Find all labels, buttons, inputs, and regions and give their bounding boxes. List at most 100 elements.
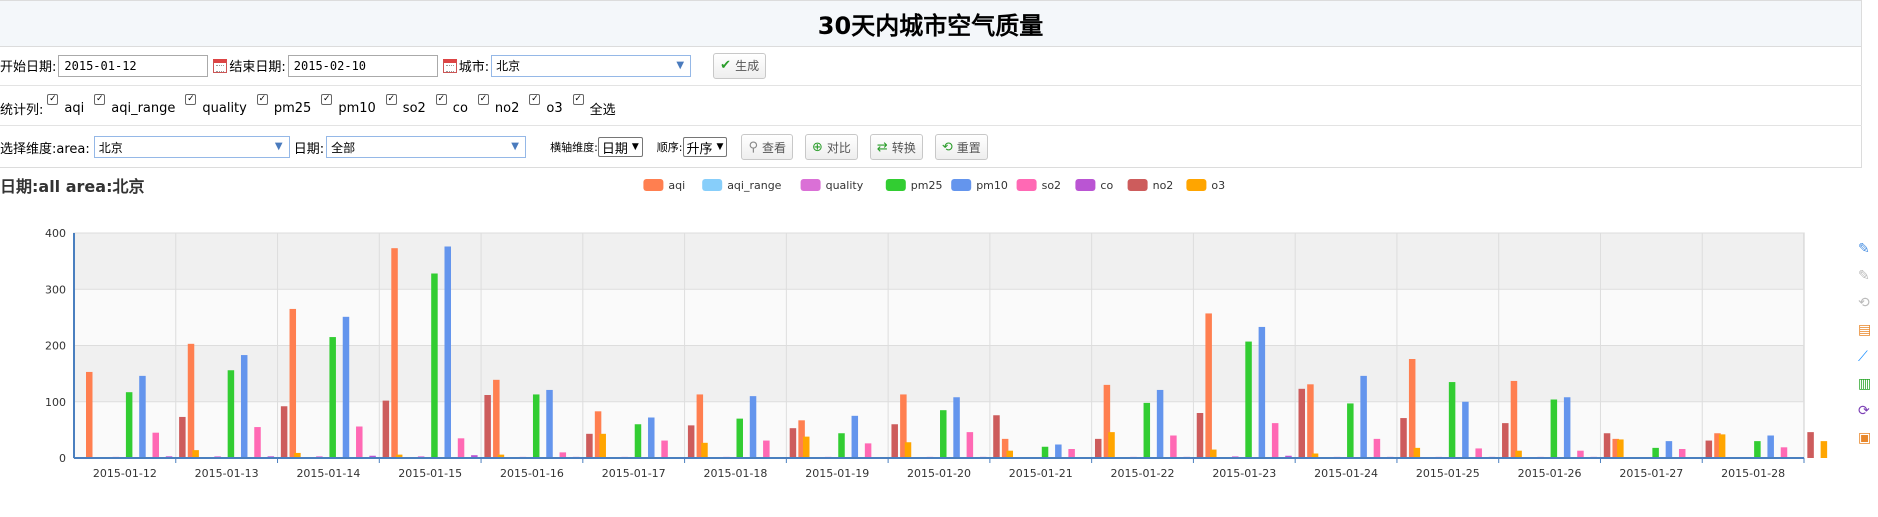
- checkbox[interactable]: ✓: [256, 94, 268, 105]
- compare-button[interactable]: ⊕ 对比: [805, 134, 858, 160]
- line-chart-icon[interactable]: ⟋: [1858, 349, 1868, 365]
- bar-no2[interactable]: [280, 406, 288, 458]
- bar-pm10[interactable]: [1563, 397, 1571, 458]
- bar-aqi[interactable]: [1307, 384, 1314, 458]
- bar-aqi[interactable]: [696, 394, 704, 458]
- bar-o3[interactable]: [1006, 450, 1014, 458]
- data-view-icon[interactable]: ▤: [1858, 322, 1872, 338]
- bar-pm10[interactable]: [444, 246, 451, 459]
- bar-co[interactable]: [471, 455, 478, 458]
- chart-legend[interactable]: aqi aqi_range quality pm25 pm10 so2 co no2 o3: [643, 179, 1225, 192]
- stat-checkbox-item[interactable]: ✓ so2: [385, 94, 426, 116]
- checkbox[interactable]: ✓: [321, 94, 333, 105]
- date-select[interactable]: 全部 ▼: [326, 136, 527, 158]
- bar-no2[interactable]: [1094, 438, 1102, 458]
- bar-so2[interactable]: [661, 440, 668, 458]
- bar-so2[interactable]: [1780, 447, 1788, 458]
- bar-pm25[interactable]: [1652, 447, 1659, 458]
- bar-pm25[interactable]: [1754, 441, 1761, 458]
- legend-item-aqi[interactable]: aqi: [643, 179, 685, 192]
- generate-button[interactable]: ✔ 生成: [713, 52, 767, 79]
- bar-o3[interactable]: [1311, 453, 1319, 459]
- bar-so2[interactable]: [457, 438, 465, 458]
- bar-no2[interactable]: [1400, 418, 1407, 458]
- bar-o3[interactable]: [1820, 441, 1828, 458]
- checkbox[interactable]: ✓: [94, 94, 106, 105]
- bar-no2[interactable]: [1705, 440, 1713, 458]
- end-date-input[interactable]: 2015-02-10: [287, 54, 438, 77]
- bar-o3[interactable]: [192, 450, 199, 458]
- view-button[interactable]: ⚲ 查看: [741, 134, 793, 160]
- bar-o3[interactable]: [1718, 434, 1726, 458]
- bar-so2[interactable]: [1068, 449, 1075, 458]
- bar-no2[interactable]: [1807, 432, 1814, 458]
- zoom-icon[interactable]: ✎: [1858, 241, 1870, 257]
- bar-pm25[interactable]: [1347, 403, 1354, 458]
- bar-pm25[interactable]: [1041, 446, 1049, 458]
- checkbox[interactable]: ✓: [385, 94, 397, 105]
- refresh-icon[interactable]: ⟳: [1858, 403, 1870, 419]
- restore-area-icon[interactable]: ⟲: [1858, 295, 1870, 311]
- bar-no2[interactable]: [484, 395, 491, 458]
- bar-aqi[interactable]: [900, 394, 907, 458]
- stat-checkbox-item[interactable]: ✓ 全选: [572, 94, 616, 118]
- bar-pm10[interactable]: [1156, 389, 1164, 458]
- bar-so2[interactable]: [1475, 448, 1482, 458]
- legend-item-pm25[interactable]: pm25: [885, 179, 943, 192]
- checkbox[interactable]: ✓: [477, 94, 489, 105]
- zoom-reset-icon[interactable]: ✎: [1858, 268, 1870, 284]
- stat-checkbox-item[interactable]: ✓ no2: [477, 94, 519, 116]
- bar-pm10[interactable]: [1767, 435, 1774, 459]
- bar-so2[interactable]: [1678, 449, 1686, 458]
- legend-item-aqi_range[interactable]: aqi_range: [702, 179, 782, 192]
- bar-aqi[interactable]: [1001, 438, 1009, 458]
- bar-so2[interactable]: [1170, 435, 1177, 459]
- bar-pm25[interactable]: [532, 394, 540, 458]
- bar-pm25[interactable]: [1550, 399, 1558, 459]
- bar-aqi[interactable]: [187, 343, 195, 458]
- bar-aqi[interactable]: [493, 379, 500, 458]
- bar-o3[interactable]: [802, 436, 810, 458]
- bar-o3[interactable]: [1515, 450, 1522, 458]
- legend-item-so2[interactable]: so2: [1016, 179, 1061, 192]
- save-image-icon[interactable]: ▣: [1858, 430, 1872, 446]
- bar-pm25[interactable]: [125, 392, 133, 458]
- stat-checkbox-item[interactable]: ✓ co: [435, 94, 468, 116]
- bar-o3[interactable]: [599, 433, 606, 458]
- x-axis-dimension-select[interactable]: 日期 ▼: [597, 137, 643, 157]
- bar-pm10[interactable]: [342, 316, 350, 458]
- bar-pm10[interactable]: [851, 415, 859, 458]
- bar-no2[interactable]: [1298, 388, 1306, 458]
- bar-no2[interactable]: [789, 428, 797, 458]
- bar-pm10[interactable]: [648, 417, 655, 459]
- bar-no2[interactable]: [179, 416, 186, 458]
- bar-pm25[interactable]: [838, 433, 845, 458]
- bar-aqi[interactable]: [391, 248, 398, 458]
- bar-so2[interactable]: [763, 440, 770, 458]
- stat-checkbox-item[interactable]: ✓ pm25: [256, 94, 311, 116]
- bar-co[interactable]: [1285, 455, 1292, 458]
- checkbox[interactable]: ✓: [185, 94, 197, 105]
- convert-button[interactable]: ⇄ 转换: [869, 134, 923, 160]
- bar-no2[interactable]: [382, 400, 390, 458]
- stat-checkbox-item[interactable]: ✓ pm10: [321, 94, 376, 116]
- bar-so2[interactable]: [1577, 450, 1584, 458]
- reset-button[interactable]: ⟲ 重置: [934, 134, 988, 160]
- legend-item-no2[interactable]: no2: [1127, 179, 1174, 192]
- bar-aqi[interactable]: [86, 371, 93, 458]
- bar-pm10[interactable]: [1055, 444, 1062, 459]
- bar-aqi[interactable]: [1103, 384, 1111, 458]
- legend-item-pm10[interactable]: pm10: [951, 179, 1008, 192]
- legend-item-co[interactable]: co: [1075, 179, 1113, 192]
- calendar-icon[interactable]: [213, 58, 228, 73]
- checkbox[interactable]: ✓: [47, 94, 59, 105]
- bar-pm10[interactable]: [139, 375, 146, 458]
- checkbox[interactable]: ✓: [572, 94, 584, 105]
- bar-no2[interactable]: [687, 425, 695, 458]
- bar-pm25[interactable]: [227, 370, 235, 458]
- city-select[interactable]: 北京 ▼: [491, 54, 692, 77]
- bar-pm25[interactable]: [431, 273, 438, 459]
- bar-o3[interactable]: [1413, 447, 1421, 458]
- bar-pm25[interactable]: [736, 418, 743, 458]
- bar-aqi[interactable]: [798, 420, 805, 458]
